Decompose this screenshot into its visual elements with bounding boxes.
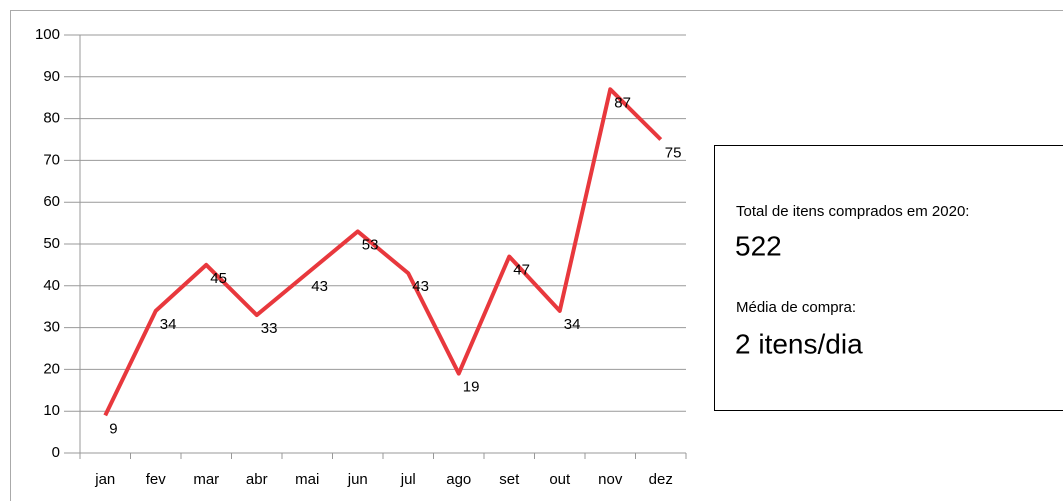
x-tick-label: set xyxy=(499,471,520,488)
x-tick-label: nov xyxy=(598,471,623,488)
y-tick-label: 20 xyxy=(43,360,60,377)
data-label: 34 xyxy=(160,316,177,333)
data-label: 33 xyxy=(261,320,278,337)
x-tick-label: jan xyxy=(94,471,115,488)
data-label: 87 xyxy=(614,94,631,111)
data-label: 53 xyxy=(362,236,379,253)
data-label: 19 xyxy=(463,379,480,396)
data-label: 34 xyxy=(564,316,581,333)
average-label: Média de compra: xyxy=(736,299,856,316)
y-tick-label: 100 xyxy=(35,26,60,43)
y-tick-label: 50 xyxy=(43,235,60,252)
average-value: 2 itens/dia xyxy=(735,328,863,359)
x-tick-label: jul xyxy=(400,471,416,488)
x-tick-label: abr xyxy=(246,471,268,488)
data-label: 43 xyxy=(412,278,429,295)
y-tick-label: 10 xyxy=(43,402,60,419)
y-tick-label: 90 xyxy=(43,68,60,85)
summary-box xyxy=(714,145,1063,411)
x-tick-label: out xyxy=(549,471,571,488)
total-label: Total de itens comprados em 2020: xyxy=(736,203,969,220)
x-tick-label: mai xyxy=(295,471,319,488)
y-tick-label: 30 xyxy=(43,319,60,336)
y-tick-label: 70 xyxy=(43,151,60,168)
y-tick-label: 80 xyxy=(43,110,60,127)
data-label: 47 xyxy=(513,262,530,279)
data-label: 75 xyxy=(665,144,682,161)
x-tick-label: fev xyxy=(146,471,167,488)
data-label: 9 xyxy=(109,420,117,437)
data-label: 43 xyxy=(311,278,328,295)
data-label: 45 xyxy=(210,270,227,287)
x-tick-label: ago xyxy=(446,471,471,488)
total-value: 522 xyxy=(735,230,782,261)
x-tick-label: mar xyxy=(193,471,219,488)
y-tick-label: 0 xyxy=(52,444,60,461)
x-tick-label: dez xyxy=(649,471,673,488)
x-tick-label: jun xyxy=(347,471,368,488)
frame xyxy=(10,10,1063,501)
y-tick-label: 40 xyxy=(43,277,60,294)
y-tick-label: 60 xyxy=(43,193,60,210)
line-series xyxy=(103,87,663,417)
